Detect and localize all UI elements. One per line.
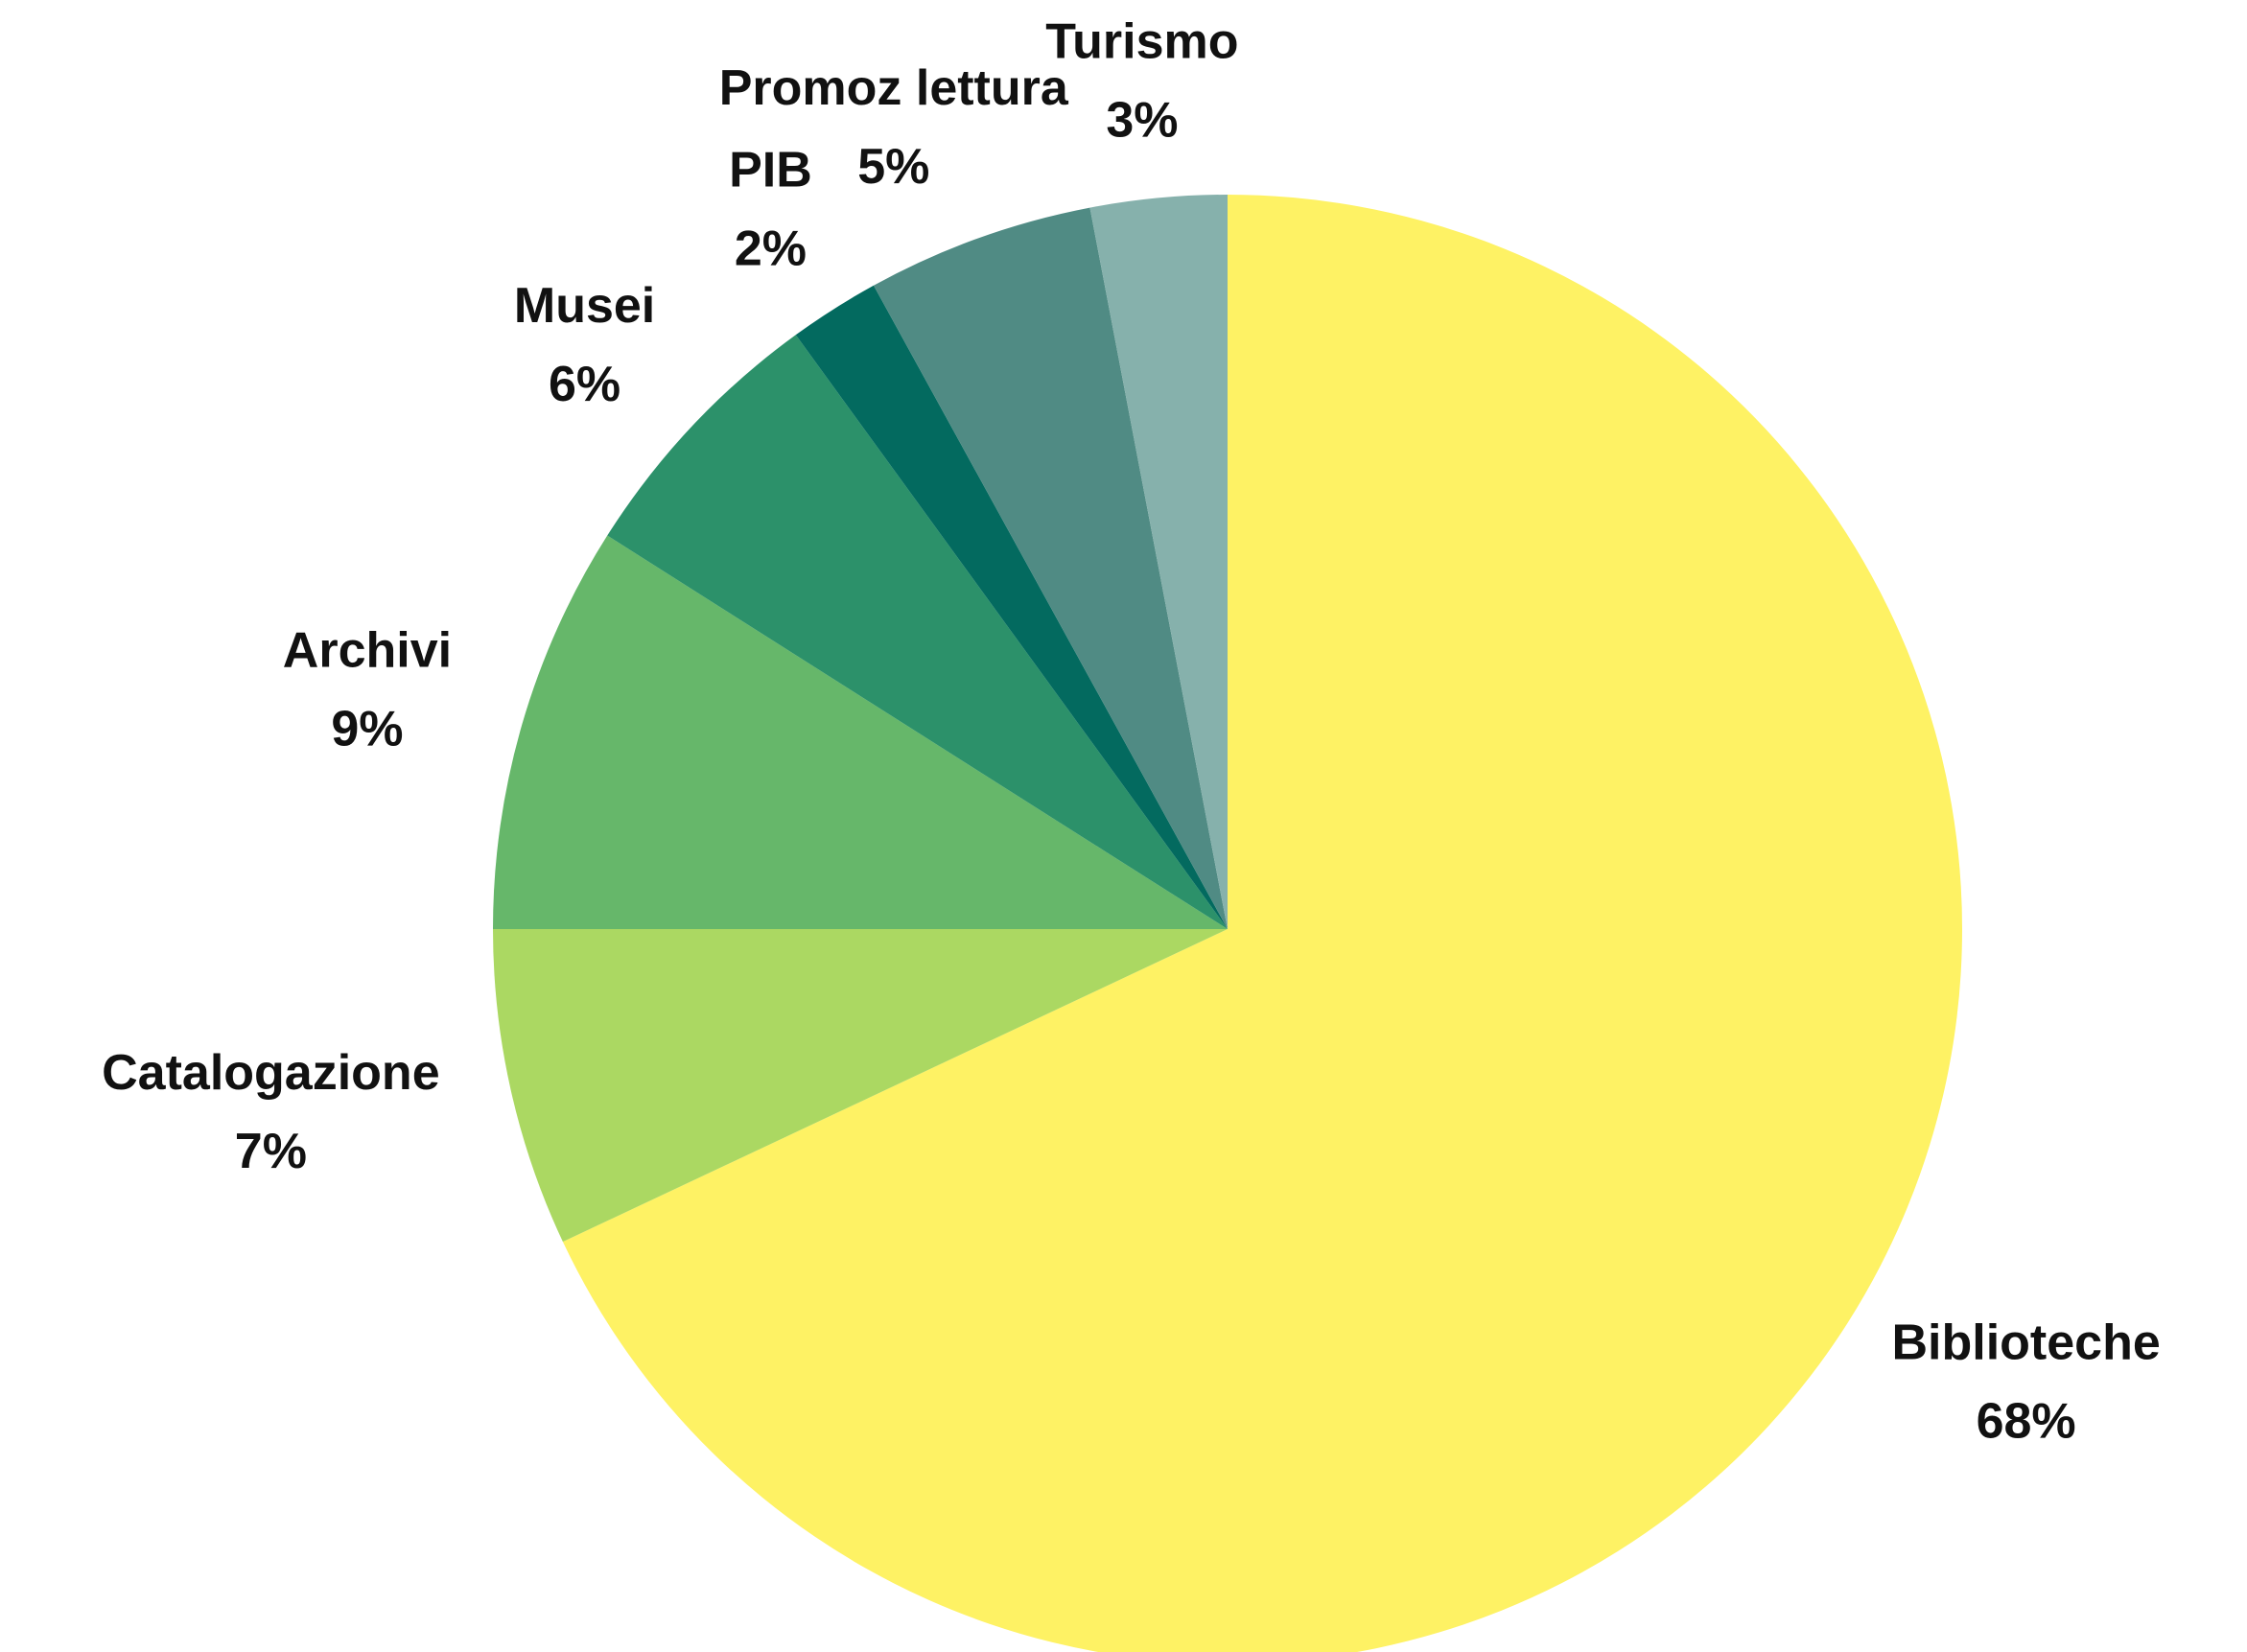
pie-slice [493, 535, 1228, 929]
slice-value-label: 68% [1977, 1393, 2076, 1449]
pie-slice [607, 335, 1228, 929]
slice-label: Catalogazione [102, 1045, 440, 1101]
pie-slice [873, 207, 1228, 929]
pie-slice [1089, 195, 1228, 929]
slice-value-label: 7% [235, 1124, 307, 1179]
pie-slice [795, 285, 1228, 929]
slice-label: Archivi [283, 623, 452, 679]
slice-label: PIB [729, 143, 812, 198]
slice-value-label: 2% [735, 221, 807, 277]
slice-value-label: 6% [549, 357, 620, 412]
slice-label: Musei [514, 278, 655, 334]
slice-value-label: 9% [331, 702, 403, 757]
slice-label: Turismo [1045, 14, 1238, 70]
pie-slice [493, 929, 1228, 1243]
slice-value-label: 3% [1106, 93, 1178, 149]
pie-slice [562, 195, 1962, 1652]
slice-label: Promoz lettura [719, 60, 1069, 116]
slice-value-label: 5% [857, 139, 929, 195]
slice-label: Biblioteche [1891, 1315, 2160, 1370]
